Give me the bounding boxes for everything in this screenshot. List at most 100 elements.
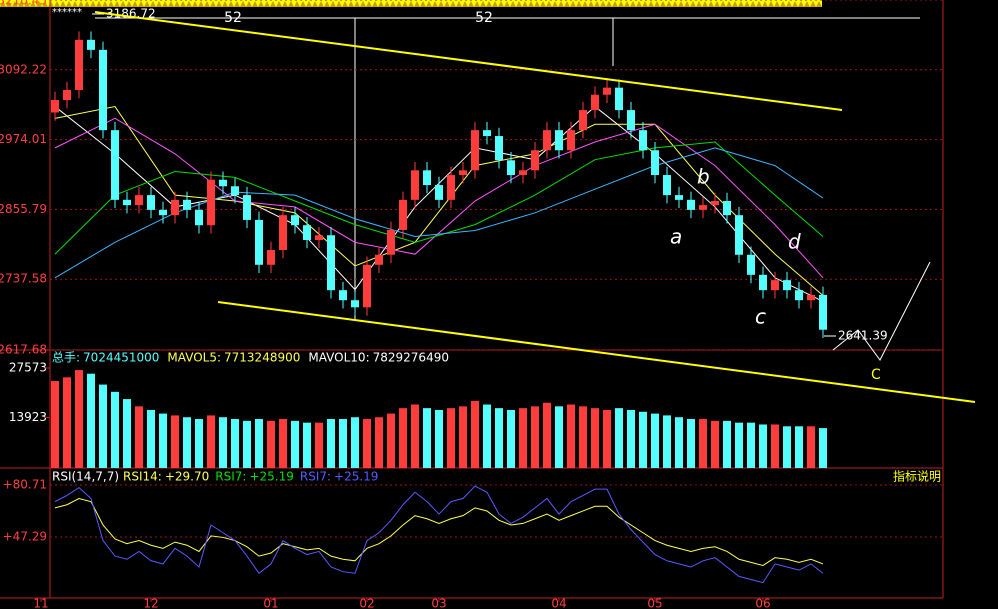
candle-body [87,39,95,50]
x-tick-label: 03 [431,597,446,609]
candle-body [447,175,455,200]
candle-body [279,215,287,251]
candle-body [327,235,335,291]
volume-bar [363,419,371,468]
y-tick-label: 27573 [9,361,47,375]
candle-body [795,290,803,301]
candle-body [771,280,779,291]
candle-body [483,130,491,137]
volume-bar [675,417,683,468]
y-tick-label: +80.71 [3,477,47,491]
rsi-line [54,497,824,567]
volume-bar [735,422,743,468]
volume-bar [543,402,551,468]
volume-bar [759,424,767,468]
volume-bar [279,419,287,468]
volume-bar [303,422,311,468]
rsi-line [54,485,824,584]
x-tick-label: 05 [647,597,662,609]
volume-bar [243,420,251,468]
indicator-help[interactable]: 指标说明 [893,469,941,484]
volume-bar [147,409,155,468]
volume-bar [615,408,623,468]
candle-body [639,130,647,151]
moving-average [54,105,824,296]
candle-body [675,195,683,200]
candle-body [267,250,275,265]
volume-bar [627,409,635,468]
candle-body [99,49,107,131]
volume-bar [267,420,275,468]
candle-body [243,195,251,220]
candle-body [147,195,155,210]
y-tick-label: 2617.68 [0,343,47,357]
wave-label: c [755,305,766,329]
candle-body [183,199,191,210]
volume-bar [207,415,215,468]
low-label: 2641.39 [838,329,888,343]
volume-bar [459,406,467,468]
candle-body [579,110,587,131]
volume-header-value: 7829276490 [373,351,449,365]
candle-body [459,170,467,176]
legend-name: RSI7: [300,470,331,484]
volume-bar [87,373,95,468]
y-tick-label: 2974.01 [0,132,47,146]
legend-name: RSI14: [123,470,162,484]
candle-body [603,87,611,95]
candle-body [75,39,83,91]
candle-body [663,175,671,196]
volume-bar [771,424,779,468]
marker-text: ****** [52,7,82,18]
volume-bar [159,413,167,468]
volume-bar [507,409,515,468]
candle-body [351,300,359,308]
candle-body [51,100,59,113]
volume-bar [291,420,299,468]
volume-bar [555,406,563,468]
legend-name: RSI7: [215,470,246,484]
candle-body [567,130,575,151]
volume-bar [819,428,827,468]
candle-body [735,215,743,255]
candle-body [531,150,539,171]
volume-bar [711,420,719,468]
candle-body [255,219,263,265]
candle-body [519,170,527,176]
volume-header-name: 总手: [52,351,80,365]
volume-bar [639,411,647,468]
candle-body [435,185,443,200]
volume-bar [51,380,59,468]
candle-body [291,215,299,226]
volume-bar [195,419,203,468]
volume-bar [591,408,599,468]
candle-body [651,150,659,176]
candle-body [723,201,731,216]
candle-body [315,235,323,240]
volume-bar [75,370,83,468]
y-tick-label: 3210.45 [0,0,47,8]
candle-body [759,274,767,291]
candle-body [411,170,419,200]
volume-header-name: MAVOL5: [167,351,221,365]
candle-body [195,209,203,226]
y-tick-label: 2737.58 [0,272,47,286]
volume-bar [579,406,587,468]
volume-bar [123,399,131,468]
candle-body [231,186,239,196]
candle-body [507,160,515,176]
wave-label: a [670,225,682,249]
volume-bar [63,377,71,468]
volume-bar [315,422,323,468]
volume-bar [387,413,395,468]
legend-value: +25.19 [334,470,378,484]
candle-body [63,90,71,101]
candle-body [615,87,623,111]
volume-bar [447,408,455,468]
volume-bar [99,384,107,468]
volume-bar [339,419,347,468]
candle-body [591,94,599,111]
volume-bar [519,408,527,468]
plot: 3210.45 3092.22 2974.01 2855.79 2737.58 2617.… [0,0,943,609]
